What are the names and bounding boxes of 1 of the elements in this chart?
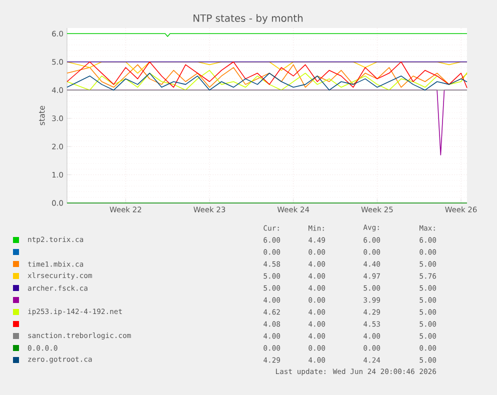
chart-title: NTP states - by month xyxy=(194,14,303,24)
